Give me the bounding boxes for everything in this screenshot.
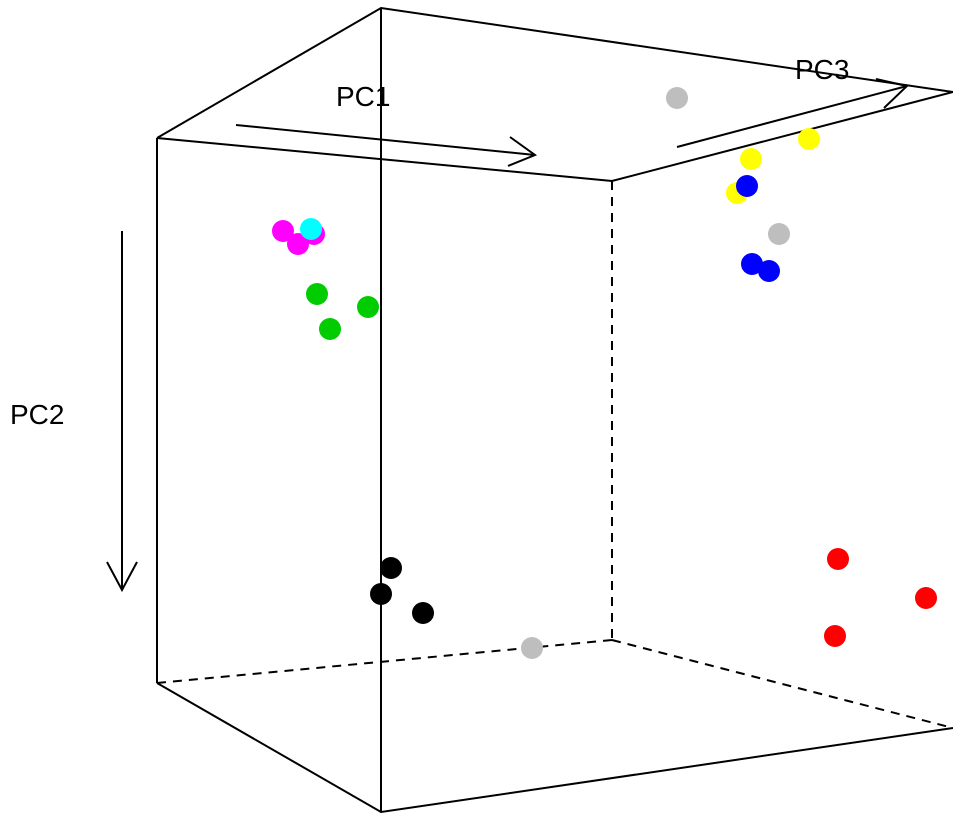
pc2-axis-arrow [106, 231, 138, 593]
box-edge-bottom-visible [156, 682, 953, 814]
pc3-axis-arrow [676, 78, 910, 148]
scatter-point [741, 253, 763, 275]
pc3-axis-label: PC3 [795, 54, 849, 85]
scatter-point [740, 148, 762, 170]
scatter-point [915, 587, 937, 609]
scatter-point [370, 583, 392, 605]
scatter-point [768, 223, 790, 245]
pc1-axis-arrow [235, 124, 538, 167]
box-edge-hidden-bottom-right [611, 639, 953, 729]
scatter-point [736, 175, 758, 197]
scatter-point [306, 283, 328, 305]
scatter-point [300, 218, 322, 240]
box-edge-top [156, 6, 953, 183]
scatter-point [412, 602, 434, 624]
pc2-axis-label: PC2 [10, 399, 64, 430]
scatter-point [272, 220, 294, 242]
scatter-point [287, 233, 309, 255]
scatter-point [380, 557, 402, 579]
bounding-box [156, 6, 953, 814]
box-edge-hidden-bottom-left [156, 639, 613, 684]
axis-labels: PC1 PC2 PC3 [10, 54, 849, 430]
scatter-point [827, 548, 849, 570]
scatter-point [798, 128, 820, 150]
scatter-point [521, 637, 543, 659]
scatter-point [357, 296, 379, 318]
scatter-point [666, 87, 688, 109]
scatter-point [758, 260, 780, 282]
pc1-axis-label: PC1 [336, 81, 390, 112]
scatter-point [319, 318, 341, 340]
scatter-point [824, 625, 846, 647]
axis-arrows [106, 78, 910, 593]
data-points [272, 87, 937, 659]
